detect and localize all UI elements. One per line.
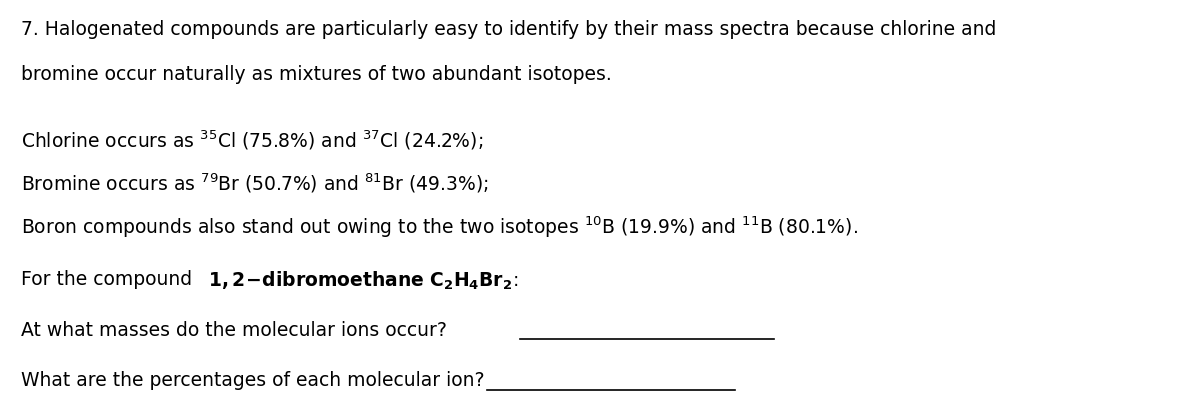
Text: bromine occur naturally as mixtures of two abundant isotopes.: bromine occur naturally as mixtures of t…: [22, 65, 612, 84]
Text: Boron compounds also stand out owing to the two isotopes $\mathregular{^{10}}$B : Boron compounds also stand out owing to …: [22, 214, 858, 240]
Text: For the compound: For the compound: [22, 269, 198, 288]
Text: Chlorine occurs as $\mathregular{^{35}}$Cl (75.8%) and $\mathregular{^{37}}$Cl (: Chlorine occurs as $\mathregular{^{35}}$…: [22, 128, 484, 151]
Text: $\mathbf{1,2\!-\!dibromoethane\ C_2H_4Br_2}$:: $\mathbf{1,2\!-\!dibromoethane\ C_2H_4Br…: [208, 269, 518, 292]
Text: Bromine occurs as $\mathregular{^{79}}$Br (50.7%) and $\mathregular{^{81}}$Br (4: Bromine occurs as $\mathregular{^{79}}$B…: [22, 171, 490, 194]
Text: 7. Halogenated compounds are particularly easy to identify by their mass spectra: 7. Halogenated compounds are particularl…: [22, 20, 997, 38]
Text: What are the percentages of each molecular ion?: What are the percentages of each molecul…: [22, 370, 485, 389]
Text: At what masses do the molecular ions occur?: At what masses do the molecular ions occ…: [22, 320, 448, 339]
